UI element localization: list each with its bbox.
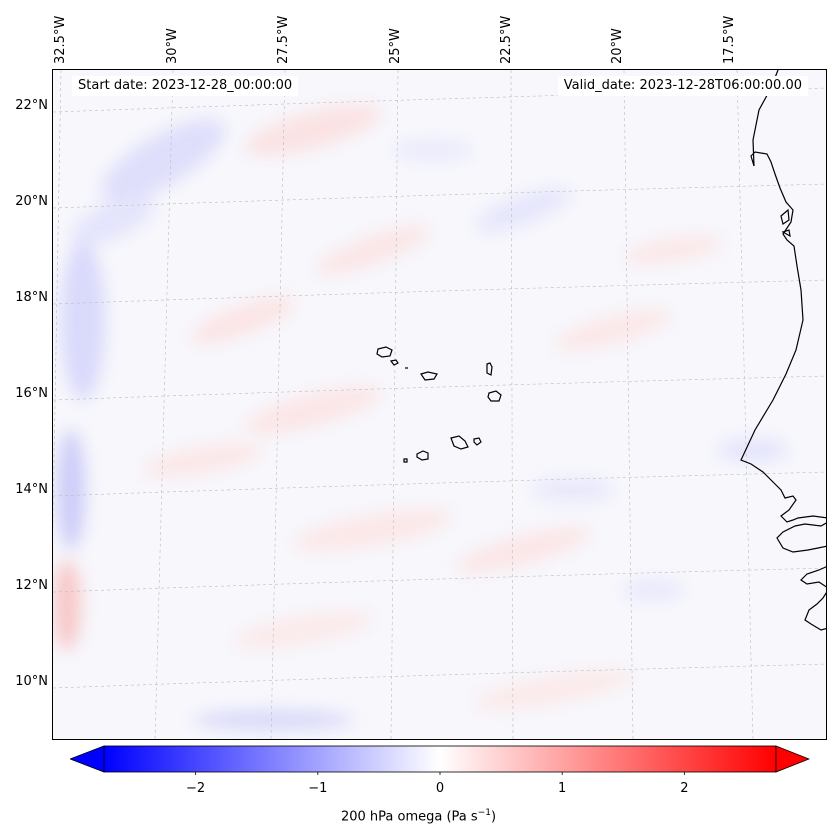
colorbar-label: 200 hPa omega (Pa s−1) — [340, 808, 497, 825]
start-date-label: Start date: 2023-12-28_00:00:00 — [72, 76, 299, 96]
colorbar — [70, 745, 810, 775]
cape-verde-islands — [376, 346, 502, 463]
valid-date-label: Valid_date: 2023-12-28T06:00:00.00 — [557, 76, 808, 96]
colorbar-extend-min — [70, 745, 105, 773]
lon-label-17-5w: 17.5°W — [722, 15, 737, 64]
colorbar-tick-label: 2 — [680, 781, 689, 796]
colorbar-body — [103, 745, 777, 773]
omega-field-map — [53, 70, 826, 739]
lon-label-25w: 25°W — [388, 28, 403, 64]
lon-label-30w: 30°W — [165, 28, 180, 64]
colorbar-extend-max — [775, 745, 810, 773]
lat-label-10n: 10°N — [15, 674, 48, 689]
lon-label-32-5w: 32.5°W — [53, 15, 68, 64]
lat-label-18n: 18°N — [15, 290, 48, 305]
lon-label-20w: 20°W — [610, 28, 625, 64]
colorbar-tick-label: 1 — [558, 781, 567, 796]
lat-label-16n: 16°N — [15, 386, 48, 401]
graticule — [53, 70, 826, 739]
lon-label-22-5w: 22.5°W — [499, 15, 514, 64]
colorbar-tick-label: 0 — [435, 781, 445, 796]
colorbar-tick-label: −2 — [186, 781, 206, 796]
lat-label-22n: 22°N — [15, 98, 48, 113]
lat-label-14n: 14°N — [15, 482, 48, 497]
lon-label-27-5w: 27.5°W — [276, 15, 291, 64]
lat-label-12n: 12°N — [15, 578, 48, 593]
lat-label-20n: 20°N — [15, 194, 48, 209]
african-coastline — [740, 70, 826, 631]
colorbar-tick-label: −1 — [308, 781, 328, 796]
map-panel — [52, 69, 827, 740]
